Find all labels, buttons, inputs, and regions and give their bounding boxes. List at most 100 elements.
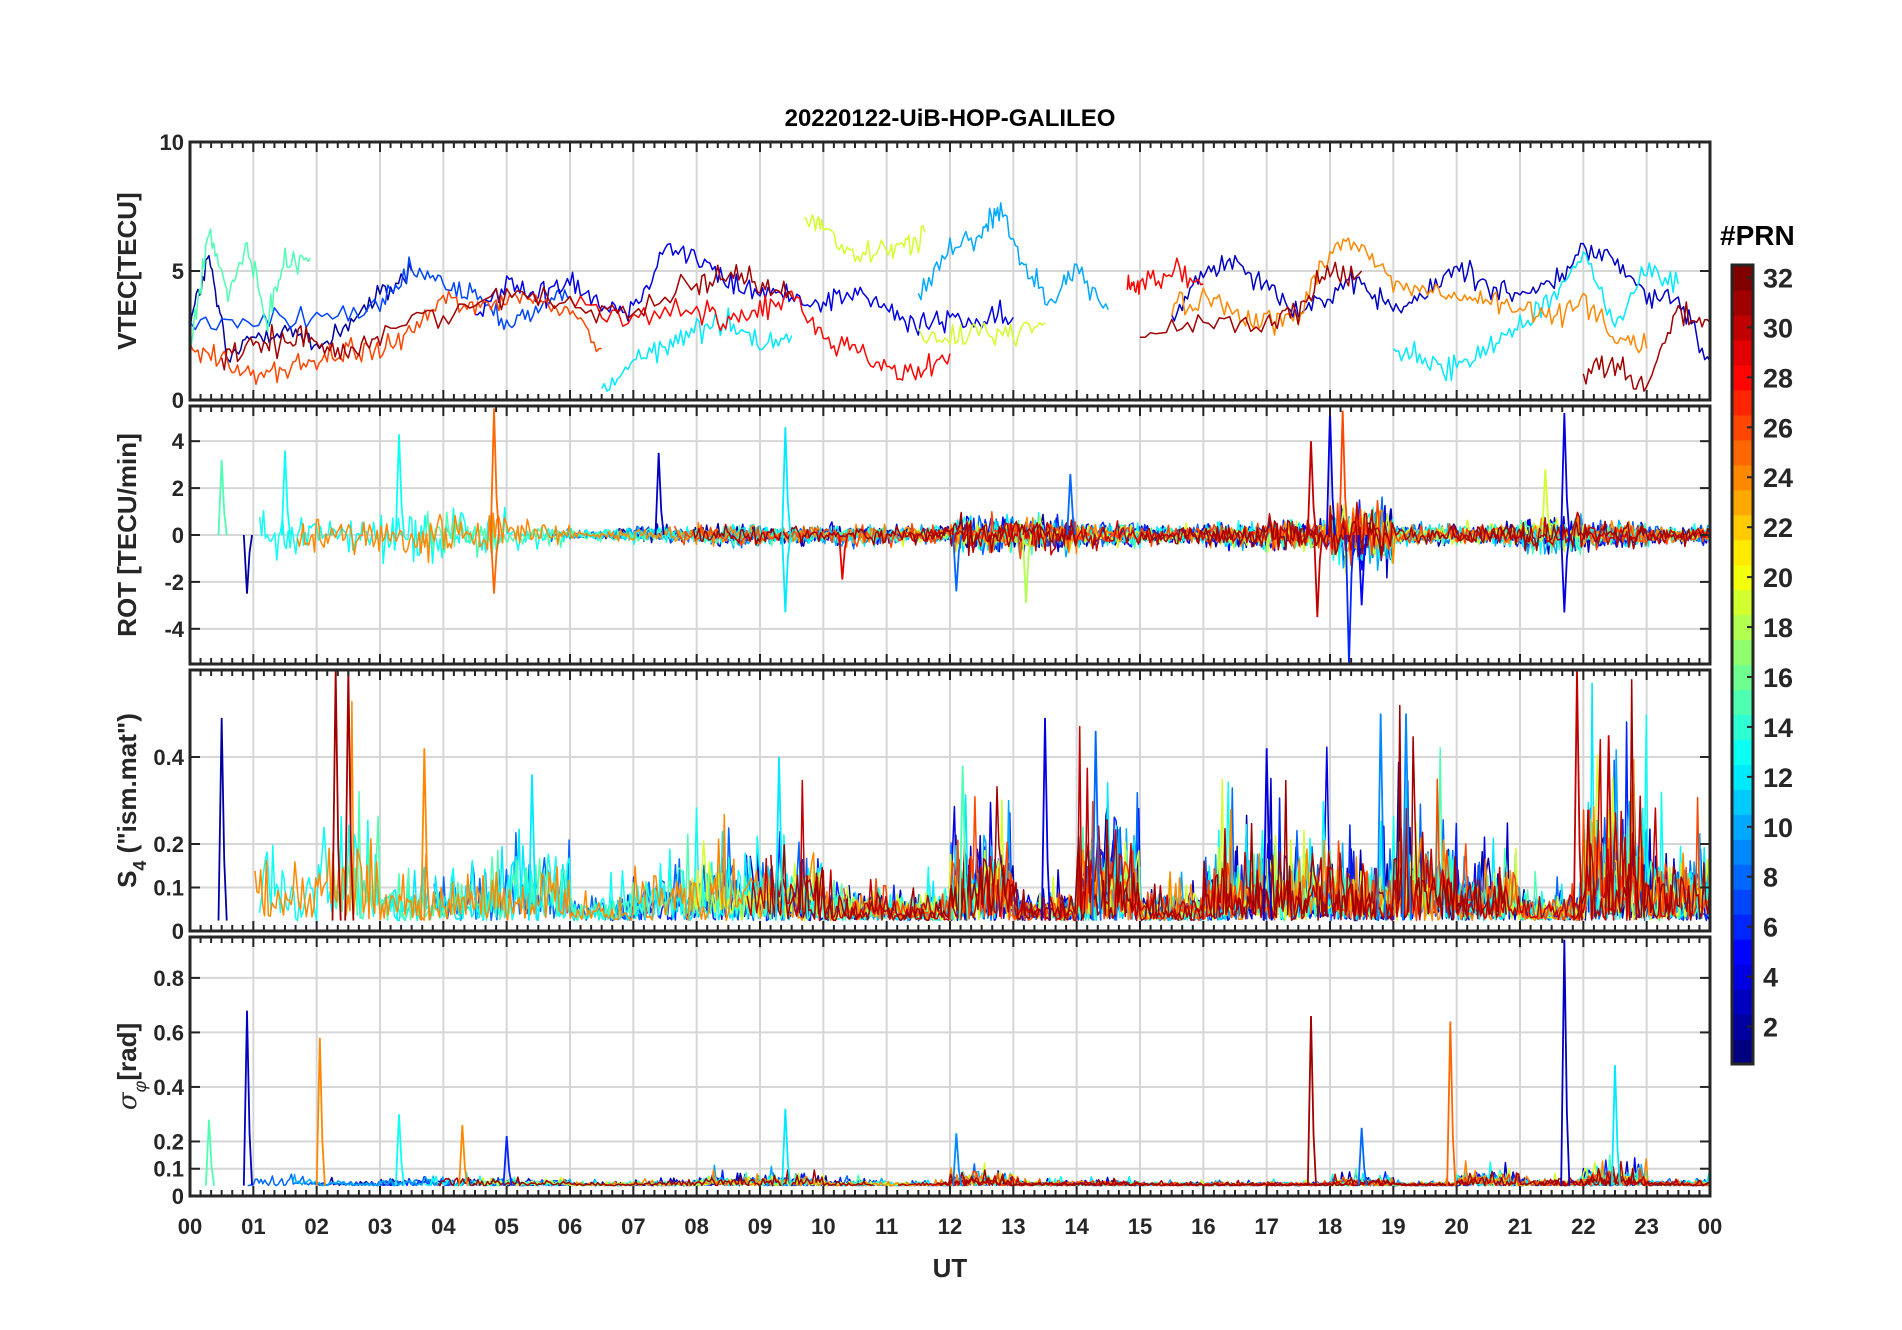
colorbar-frame (1730, 263, 1755, 1066)
y-tick-label: 2 (172, 476, 184, 501)
x-tick-label: 19 (1381, 1214, 1405, 1239)
peak-prn-25 (489, 534, 500, 594)
y-tick-label: 0.6 (153, 1020, 184, 1045)
series-prn-15 (190, 228, 311, 349)
x-tick-label: 20 (1444, 1214, 1468, 1239)
peak-prn-3 (1560, 939, 1571, 1186)
x-tick-label: 15 (1128, 1214, 1152, 1239)
peak-prn-31 (344, 670, 355, 921)
x-tick-label: 14 (1064, 1214, 1089, 1239)
y-tick-label: 0 (172, 523, 184, 548)
peak-prn-4 (1325, 410, 1336, 536)
x-tick-label: 10 (811, 1214, 835, 1239)
x-tick-label: 01 (241, 1214, 265, 1239)
x-tick-label: 06 (558, 1214, 582, 1239)
colorbar-segment (1732, 414, 1753, 441)
colorbar-segment (1732, 889, 1753, 915)
series-prn-28 (1126, 257, 1204, 295)
series-prn-7 (190, 256, 571, 331)
x-tick-label: 18 (1318, 1214, 1342, 1239)
peak-prn-12 (774, 756, 785, 921)
colorbar-segment (1732, 514, 1753, 541)
data-lines (217, 408, 1710, 664)
panel-s4: 00.10.20.4S4 ("ism.mat") (112, 668, 1712, 944)
colorbar-segment (1732, 939, 1753, 965)
colorbar-tick-label: 14 (1763, 713, 1793, 743)
colorbar-tick-label: 6 (1763, 913, 1778, 943)
y-label-suffix: ("ism.mat") (112, 713, 142, 860)
chart-title: 20220122-UiB-HOP-GALILEO (785, 105, 1116, 132)
series-prn-12 (1392, 251, 1680, 382)
colorbar-segment (1732, 614, 1753, 641)
peak-prn-30 (1306, 441, 1317, 536)
trace-prn-30 (897, 1172, 1477, 1187)
peak-prn-24 (420, 748, 431, 921)
series-prn-10 (917, 202, 1109, 311)
colorbar-segment (1732, 714, 1753, 741)
y-tick-label: 0 (172, 919, 184, 944)
colorbar-tick-label: 8 (1763, 863, 1778, 893)
colorbar-segment (1732, 914, 1753, 940)
x-tick-label: 04 (431, 1214, 456, 1239)
colorbar-label: #PRN (1720, 220, 1795, 251)
panel-rot: -4 -2 0 2 4 ROT [TECU/min] (112, 404, 1712, 666)
y-tick-label: 10 (160, 130, 184, 155)
x-axis-label: UT (933, 1253, 968, 1283)
y-axis-label: ROT [TECU/min] (112, 433, 142, 637)
panel-sigma_phi: 00.1 0.2 0.4 0.6 0.8 σφ[rad] (112, 935, 1712, 1209)
peak-prn-15 (958, 765, 969, 921)
peak-prn-25 (1446, 1021, 1457, 1186)
trace-prn-31 (1570, 679, 1710, 921)
peak-prn-18 (1021, 534, 1032, 604)
y-tick-label: 0 (172, 388, 184, 413)
colorbar-tick-label: 20 (1763, 563, 1793, 593)
data-lines (204, 939, 1710, 1187)
y-tick-label: 0.4 (153, 745, 184, 770)
colorbar-segment (1732, 964, 1753, 990)
x-tick-label: 09 (748, 1214, 772, 1239)
peak-prn-9 (952, 1133, 963, 1186)
peak-prn-31 (331, 670, 342, 921)
y-tick-label: -2 (164, 570, 184, 595)
y-tick-label: 5 (172, 259, 184, 284)
series-prn-19 (917, 321, 1046, 347)
y-tick-label: -4 (164, 617, 184, 642)
colorbar-segment (1732, 689, 1753, 716)
peak-prn-13 (394, 1114, 405, 1186)
colorbar-segment (1732, 814, 1753, 840)
data-lines (190, 202, 1710, 392)
y-tick-label: 4 (172, 429, 185, 454)
colorbar-segment (1732, 539, 1753, 566)
series-prn-24 (1170, 237, 1648, 354)
peak-prn-12 (781, 1108, 792, 1186)
x-tick-label: 17 (1254, 1214, 1278, 1239)
colorbar-tick-label: 12 (1763, 763, 1793, 793)
panel-vtec: 0 5 10 VTEC[TECU] (112, 130, 1712, 413)
peak-prn-24 (315, 1037, 326, 1186)
series-prn-4 (474, 242, 1014, 336)
peak-prn-12 (1610, 1065, 1621, 1186)
trace-prn-31 (937, 1167, 1710, 1187)
peak-prn-2 (217, 717, 228, 921)
peak-prn-6 (502, 1135, 513, 1186)
colorbar-segment (1732, 839, 1753, 865)
y-tick-label: 0.1 (153, 876, 184, 901)
series-prn-31 (1139, 261, 1363, 339)
y-axis-label: S4 ("ism.mat") (112, 713, 150, 888)
peak-prn-8 (952, 534, 963, 592)
peak-prn-30 (1604, 735, 1615, 921)
series-prn-3 (1171, 242, 1710, 362)
colorbar-tick-label: 28 (1763, 363, 1793, 393)
x-tick-label: 21 (1508, 1214, 1532, 1239)
colorbar-segment (1732, 464, 1753, 491)
peak-prn-29 (838, 534, 849, 580)
series-prn-19 (804, 214, 926, 263)
y-axis-label: VTEC[TECU] (112, 192, 142, 349)
peak-prn-12 (527, 774, 538, 921)
colorbar-tick-label: 32 (1763, 263, 1793, 293)
peak-prn-13 (280, 450, 291, 536)
trace-prn-31 (770, 704, 1507, 922)
peak-prn-4 (1262, 748, 1273, 921)
colorbar-tick-label: 18 (1763, 613, 1793, 643)
